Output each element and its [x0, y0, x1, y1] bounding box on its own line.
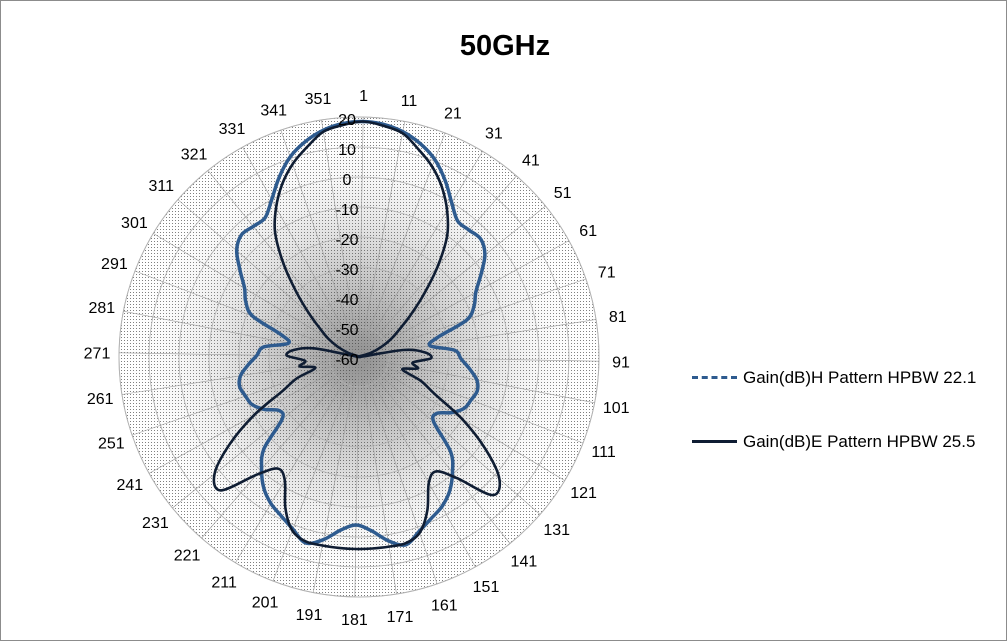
angle-tick-label: 111	[591, 444, 615, 461]
radial-tick-label: 10	[338, 142, 356, 159]
legend-h-pattern-label: Gain(dB)H Pattern HPBW 22.1	[743, 368, 977, 387]
legend-h-pattern-swatch	[692, 376, 737, 379]
grid-spoke	[358, 356, 599, 362]
grid-spoke	[201, 356, 360, 539]
angle-tick-label: 31	[485, 125, 503, 142]
grid-spoke	[358, 356, 541, 515]
grid-spoke	[321, 119, 360, 358]
grid-spoke	[272, 356, 360, 582]
angle-tick-label: 91	[612, 355, 630, 372]
radial-tick-label: -50	[335, 322, 358, 339]
grid-spoke	[358, 117, 364, 358]
grid-ring	[178, 176, 540, 538]
grid	[118, 116, 600, 598]
angle-tick-label: 171	[387, 609, 414, 626]
grid-spoke	[312, 356, 360, 593]
angle-labels: 1 112131415161718191101111121131141151161…	[84, 88, 630, 629]
angle-tick-label: 251	[98, 435, 125, 452]
grid-spoke	[235, 356, 360, 563]
angle-tick-label: 141	[511, 554, 538, 571]
angle-tick-label: 321	[181, 146, 208, 163]
grid-spoke	[358, 356, 476, 568]
grid-spoke	[358, 356, 397, 595]
angle-tick-label: 281	[88, 300, 115, 317]
legend-e-pattern-swatch	[692, 440, 737, 443]
grid-spoke	[280, 129, 360, 358]
angle-tick-label: 311	[149, 178, 175, 195]
radial-tick-label: -30	[335, 262, 358, 279]
legend-item-e-pattern: Gain(dB)E Pattern HPBW 25.5	[692, 430, 992, 494]
grid-spoke	[134, 270, 360, 358]
angle-tick-label: 301	[121, 215, 148, 232]
legend-e-pattern-label: Gain(dB)E Pattern HPBW 25.5	[743, 432, 976, 451]
grid-spoke	[358, 278, 587, 358]
angle-tick-label: 201	[252, 595, 279, 612]
angle-tick-label: 241	[116, 477, 143, 494]
grid-spoke	[358, 132, 446, 358]
grid-ring	[118, 116, 600, 598]
grid-spoke	[119, 352, 360, 358]
grid-spoke	[177, 199, 360, 358]
grid-spoke	[358, 205, 546, 358]
grid-spoke	[358, 356, 511, 544]
radial-tick-label: 20	[338, 112, 356, 129]
grid-spoke	[354, 356, 360, 597]
angle-tick-label: 331	[219, 121, 246, 138]
radial-tick-label: 0	[343, 172, 352, 189]
angle-tick-label: 71	[598, 265, 616, 282]
angle-tick-label: 181	[341, 612, 368, 629]
grid-spoke	[172, 356, 360, 509]
series-h-pattern-line	[234, 119, 487, 547]
angle-tick-label: 161	[431, 598, 458, 615]
angle-tick-label: 271	[84, 345, 111, 362]
angle-tick-label: 101	[603, 400, 630, 417]
grid-ring	[298, 296, 420, 418]
grid-spoke	[358, 151, 483, 358]
angle-tick-label: 341	[260, 102, 287, 119]
legend-item-h-pattern: Gain(dB)H Pattern HPBW 22.1	[692, 366, 992, 430]
angle-tick-label: 11	[401, 93, 418, 110]
grid-spoke	[242, 146, 360, 358]
angle-tick-label: 21	[444, 105, 462, 122]
grid-ring	[328, 326, 390, 388]
angle-tick-label: 151	[473, 579, 500, 596]
angle-tick-label: 131	[543, 522, 570, 539]
chart-title: 50GHz	[459, 30, 551, 62]
series-layer	[212, 119, 502, 551]
grid-ring	[148, 146, 570, 568]
grid-ring	[268, 266, 450, 448]
angle-tick-label: 261	[87, 391, 114, 408]
angle-tick-label: 121	[570, 485, 597, 502]
angle-tick-label: 81	[609, 309, 627, 326]
grid-ring	[238, 236, 480, 478]
grid-ring	[208, 206, 510, 508]
angle-tick-label: 291	[101, 256, 128, 273]
angle-tick-label: 221	[174, 548, 201, 565]
radial-tick-label: -20	[335, 232, 358, 249]
angle-tick-label: 211	[211, 575, 237, 592]
angle-tick-label: 191	[296, 607, 323, 624]
angle-tick-label: 351	[305, 91, 332, 108]
radial-tick-label: -10	[335, 202, 358, 219]
angle-tick-label: 231	[142, 515, 169, 532]
grid-spoke	[358, 121, 406, 358]
series-e-pattern-line	[212, 120, 502, 551]
angle-tick-label: 41	[522, 152, 540, 169]
radial-labels: -60 -50 -40 -30 -20 -10 0 10 20	[335, 112, 358, 369]
angle-tick-label: 1	[359, 88, 368, 105]
angle-tick-label: 51	[554, 185, 572, 202]
legend: Gain(dB)H Pattern HPBW 22.1 Gain(dB)E Pa…	[692, 366, 992, 494]
grid-spoke	[358, 356, 438, 585]
angle-tick-label: 61	[579, 223, 597, 240]
radial-tick-label: -40	[335, 292, 358, 309]
radial-tick-label: -60	[335, 352, 358, 369]
